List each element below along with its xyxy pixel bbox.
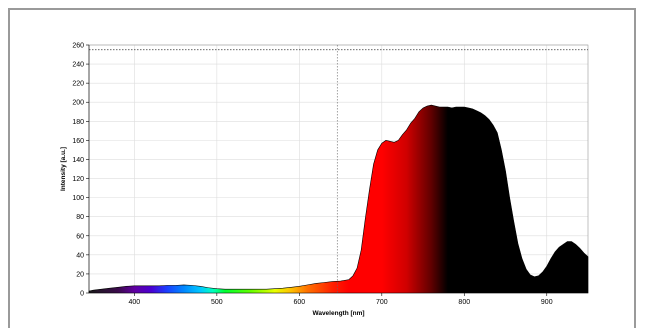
x-tick-label: 900 xyxy=(541,299,553,306)
y-tick-label: 60 xyxy=(76,233,84,240)
y-tick-label: 220 xyxy=(72,81,84,88)
x-tick-label: 400 xyxy=(129,299,141,306)
x-axis: 400 500 600 700 800 900 xyxy=(129,293,553,306)
y-tick-label: 140 xyxy=(72,157,84,164)
y-tick-label: 260 xyxy=(72,43,84,50)
y-axis-label: Intensity [a.u.] xyxy=(60,147,67,191)
x-tick-label: 600 xyxy=(293,299,305,306)
y-tick-label: 100 xyxy=(72,195,84,202)
x-axis-label: Wavelength [nm] xyxy=(312,310,364,317)
y-axis: 0 20 40 60 80 100 120 140 160 180 200 220 240 260 xyxy=(72,43,90,298)
y-tick-label: 80 xyxy=(76,214,84,221)
x-tick-label: 500 xyxy=(211,299,223,306)
y-tick-label: 160 xyxy=(72,138,84,145)
x-tick-label: 800 xyxy=(458,299,470,306)
spectrum-area xyxy=(88,104,589,294)
y-tick-label: 200 xyxy=(72,100,84,107)
y-tick-label: 40 xyxy=(76,252,84,259)
chart-frame: 400 500 600 700 800 900 0 20 40 60 80 100 120 140 160… xyxy=(8,8,636,328)
x-tick-label: 700 xyxy=(376,299,388,306)
y-tick-label: 120 xyxy=(72,176,84,183)
y-tick-label: 20 xyxy=(76,271,84,278)
y-tick-label: 240 xyxy=(72,62,84,69)
spectrum-chart: 400 500 600 700 800 900 0 20 40 60 80 100 120 140 160… xyxy=(60,43,589,317)
y-tick-label: 0 xyxy=(80,291,84,298)
y-tick-label: 180 xyxy=(72,119,84,126)
